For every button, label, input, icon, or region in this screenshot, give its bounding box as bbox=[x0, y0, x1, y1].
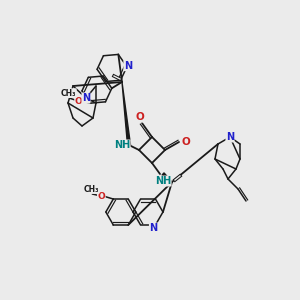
Text: N: N bbox=[124, 61, 132, 71]
Polygon shape bbox=[162, 173, 172, 182]
Text: O: O bbox=[75, 97, 83, 106]
Text: N: N bbox=[226, 132, 234, 142]
Text: CH₃: CH₃ bbox=[84, 184, 99, 194]
Text: O: O bbox=[182, 137, 190, 147]
Polygon shape bbox=[122, 82, 130, 145]
Text: O: O bbox=[98, 191, 105, 200]
Text: N: N bbox=[82, 93, 90, 103]
Text: O: O bbox=[136, 112, 144, 122]
Text: NH: NH bbox=[114, 140, 130, 150]
Text: CH₃: CH₃ bbox=[61, 88, 76, 98]
Text: N: N bbox=[149, 223, 158, 233]
Text: NH: NH bbox=[155, 176, 171, 186]
